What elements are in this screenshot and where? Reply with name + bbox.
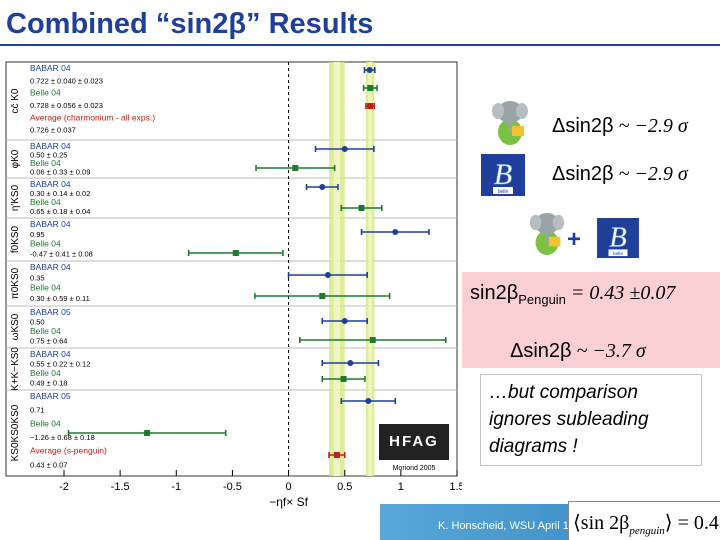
x-tick-label: -1.5: [111, 481, 130, 493]
belle-deviation: Δsin2β ~ −2.9 σ: [552, 163, 688, 185]
footer-author: K. Honscheid, WSU April 15, 2005: [438, 520, 606, 532]
babar-marker: [341, 146, 348, 152]
belle-marker: [340, 376, 347, 382]
decay-mode-label: φK0: [10, 149, 21, 168]
babar-marker: [347, 360, 354, 366]
measurement-value: 0.726 ± 0.037: [30, 126, 76, 135]
measurement-value: 0.55 ± 0.22 ± 0.12: [30, 360, 90, 369]
plot-frame: [5, 61, 458, 477]
x-tick-label: -2: [59, 481, 69, 493]
belle-marker: [369, 337, 376, 343]
title-underline: [0, 44, 720, 46]
babar-marker: [324, 272, 331, 278]
average-band-center: [368, 62, 372, 476]
measurement-source: Belle 04: [30, 368, 61, 378]
babar-marker: [392, 229, 399, 235]
measurement-value: 0.30 ± 0.59 ± 0.11: [30, 294, 90, 303]
measurement-value: -0.47 ± 0.41 ± 0.08: [30, 249, 93, 258]
hfag-logo-bg: [379, 424, 449, 460]
measurement-source: Belle 04: [30, 88, 61, 98]
combined-deviation: Δsin2β ~ −3.7 σ: [510, 340, 646, 362]
measurement-source: BABAR 04: [30, 179, 71, 189]
measurement-source: BABAR 04: [30, 219, 71, 229]
decay-mode-label: cc̄ K0: [10, 88, 21, 113]
measurement-value: 0.30 ± 0.14 ± 0.02: [30, 189, 90, 198]
measurement-source: BABAR 04: [30, 63, 71, 73]
babar-elephant-logo: [488, 98, 532, 148]
measurement-value: 0.49 ± 0.18: [30, 379, 67, 388]
decay-mode-label: ωKS0: [10, 313, 21, 340]
measurement-source: BABAR 04: [30, 349, 71, 359]
measurement-source: Belle 04: [30, 239, 61, 249]
babar-marker: [341, 318, 348, 324]
measurement-value: 0.95: [30, 230, 45, 239]
decay-mode-label: π0KS0: [10, 267, 21, 299]
measurement-value: 0.722 ± 0.040 ± 0.023: [30, 76, 103, 85]
measurement-value: 0.35: [30, 273, 45, 282]
average-band-center: [333, 62, 340, 476]
measurement-value: 0.50 ± 0.25: [30, 151, 67, 160]
measurement-value: 0.728 ± 0.056 ± 0.023: [30, 101, 103, 110]
svg-text:B: B: [609, 223, 626, 254]
belle-marker: [367, 85, 374, 91]
belle-marker: [232, 250, 239, 256]
measurement-source: Belle 04: [30, 283, 61, 293]
belle-marker: [319, 293, 326, 299]
measurement-value: −1.26 ± 0.68 ± 0.18: [30, 433, 95, 442]
combined-result-box: [462, 272, 720, 368]
slide-title-bar: Combined “sin2β” Results: [0, 0, 720, 48]
measurement-value: 0.50: [30, 318, 45, 327]
x-tick-label: 0: [286, 481, 292, 493]
measurement-value: 0.71: [30, 406, 45, 415]
measurement-value: 0.06 ± 0.33 ± 0.09: [30, 168, 90, 177]
x-axis-label: −ηf× Sf: [269, 495, 308, 509]
belle-logo-small: B belle: [596, 218, 640, 258]
sin2beta-plot: cc̄ K0 BABAR 04 0.722 ± 0.040 ± 0.023 Belle…: [4, 58, 465, 538]
belle-marker: [144, 430, 151, 436]
decay-mode-label: KS0KS0KS0: [10, 404, 21, 461]
belle-marker: [358, 205, 365, 211]
x-tick-label: 1.5: [449, 481, 462, 493]
penguin-average: sin2βPenguin = 0.43 ±0.07: [470, 282, 676, 307]
plus-sign: +: [567, 226, 582, 253]
hfag-subtitle: Moriond 2005: [393, 465, 436, 472]
penguin-formula: ⟨sin 2βpenguin⟩ = 0.43: [568, 501, 720, 540]
babar-marker: [366, 67, 373, 73]
average-marker: [333, 452, 340, 458]
decay-mode-label: f0KS0: [10, 225, 21, 253]
measurement-source: Average (charmonium - all exps.): [30, 112, 155, 122]
measurement-source: Belle 04: [30, 418, 61, 428]
x-tick-label: -0.5: [223, 481, 242, 493]
x-tick-label: 0.5: [337, 481, 352, 493]
x-tick-label: 1: [398, 481, 404, 493]
hfag-logo: HFAG: [389, 433, 439, 450]
svg-text:belle: belle: [613, 251, 623, 257]
measurement-source: Belle 04: [30, 158, 61, 168]
decay-mode-label: η′KS0: [10, 184, 21, 211]
svg-text:B: B: [494, 158, 512, 191]
babar-deviation: Δsin2β ~ −2.9 σ: [552, 115, 688, 137]
measurement-source: Average (s-penguin): [30, 446, 107, 456]
belle-marker: [292, 165, 299, 171]
svg-text:belle: belle: [498, 189, 509, 195]
babar-elephant-logo-small: [526, 210, 568, 258]
x-tick-label: -1: [171, 481, 181, 493]
measurement-value: 0.43 ± 0.07: [30, 460, 67, 469]
comparison-note: …but comparison ignores subleading diagr…: [480, 374, 702, 466]
measurement-source: BABAR 04: [30, 141, 71, 151]
measurement-source: Belle 04: [30, 197, 61, 207]
measurement-value: 0.65 ± 0.18 ± 0.04: [30, 207, 90, 216]
measurement-source: Belle 04: [30, 326, 61, 336]
belle-logo: B belle: [481, 154, 525, 196]
decay-mode-label: K+K−KS0: [10, 347, 21, 391]
plot-canvas: cc̄ K0 BABAR 04 0.722 ± 0.040 ± 0.023 Belle…: [5, 61, 465, 509]
slide-title: Combined “sin2β” Results: [6, 8, 374, 40]
measurement-source: BABAR 05: [30, 391, 71, 401]
measurement-source: BABAR 05: [30, 307, 71, 317]
measurement-value: 0.75 ± 0.64: [30, 337, 67, 346]
babar-marker: [319, 184, 326, 190]
average-marker: [367, 103, 374, 109]
babar-marker: [365, 398, 372, 404]
measurement-source: BABAR 04: [30, 262, 71, 272]
